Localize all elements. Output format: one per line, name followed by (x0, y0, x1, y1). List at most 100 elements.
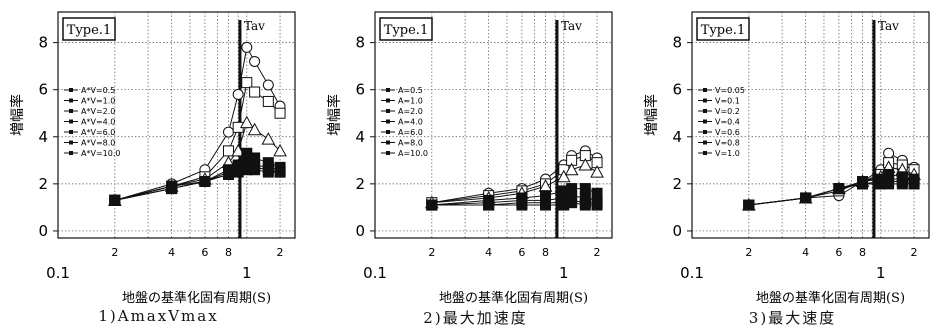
chart-1-legend-label: A*V=10.0 (81, 149, 120, 158)
chart-1-type-label: Type.1 (67, 23, 111, 38)
chart-2-plot-frame (374, 11, 613, 239)
chart-2-series-4-point (579, 183, 591, 195)
chart-3-series-7-point (908, 178, 920, 190)
chart-1-series-3-point (273, 143, 287, 157)
chart-1-legend-label: A*V=1.0 (81, 97, 115, 106)
chart-2-legend-label: A=1.0 (398, 97, 423, 106)
chart-3-y-axis-label: 増幅率 (643, 94, 660, 136)
chart-3-series-1-point (883, 147, 895, 159)
chart-2-legend-label: A=8.0 (398, 139, 423, 148)
chart-3-type-label: Type.1 (701, 23, 745, 38)
chart-3-legend-label: V=0.4 (715, 118, 740, 127)
chart-2-x-axis-label: 地盤の基準化固有周期(S) (439, 290, 588, 306)
chart-3-series-7-point (896, 178, 908, 190)
chart-2-legend-label: A=6.0 (398, 128, 423, 137)
chart-2-y-tick-label: 4 (355, 128, 365, 146)
chart-2-legend-label: A=2.0 (398, 107, 423, 116)
chart-1-x-axis-label: 地盤の基準化固有周期(S) (122, 290, 271, 306)
chart-panel-2: 2 4 6 8 2 0.1 1 0 2 4 6 8 増幅率 地盤の基準化固有周期(S) Tav Type.1 A… (317, 0, 634, 334)
chart-3-plot-frame (691, 11, 930, 239)
chart-3-y-tick-label: 4 (672, 128, 682, 146)
chart-2-series-3-point (578, 157, 593, 171)
chart-1-series-1-point (241, 41, 253, 53)
chart-3-y-tick-label: 0 (672, 222, 682, 240)
chart-3-x-minor-tick-label: 8 (859, 246, 866, 259)
chart-1-legend-label: A*V=8.0 (81, 139, 115, 148)
chart-3-x-minor-tick-label: 2 (911, 246, 918, 259)
chart-1-legend-label: A*V=2.0 (81, 107, 115, 116)
chart-1-series-1-point (262, 79, 274, 91)
chart-1-legend-label: A*V=6.0 (81, 128, 115, 137)
chart-2-type-label: Type.1 (384, 23, 428, 38)
chart-1-x-minor-tick-label: 6 (201, 246, 208, 259)
chart-3-legend-marker (703, 88, 707, 92)
chart-1-x-minor-tick-label: 2 (277, 246, 284, 259)
chart-2-caption: 2)最大加速度 (423, 309, 528, 327)
chart-1-y-tick-label: 2 (38, 175, 48, 193)
chart-3-legend-label: V=0.05 (715, 86, 745, 95)
chart-3-legend-label: V=0.6 (715, 128, 740, 137)
chart-2-type-box (379, 17, 433, 41)
chart-1-plot-frame (57, 11, 296, 239)
chart-1-series-1-point (223, 126, 235, 138)
chart-3-caption: 3)最大速度 (748, 309, 837, 327)
chart-1-legend-marker (69, 151, 73, 155)
chart-2-series-7-point (540, 199, 552, 211)
chart-3-legend-label: V=0.8 (715, 139, 740, 148)
chart-2-legend-marker (386, 109, 390, 113)
chart-3-y-tick-label: 6 (672, 81, 682, 99)
chart-3-x-major-tick-label: 1 (876, 264, 886, 282)
chart-panel-3: 2 4 6 8 2 0.1 1 0 2 4 6 8 増幅率 地盤の基準化固有周期(S) Tav Type.1 V… (634, 0, 951, 334)
chart-1-type-box (62, 17, 116, 41)
chart-3-y-tick-label: 2 (672, 175, 682, 193)
chart-2-series-7-point (591, 199, 603, 211)
chart-3-legend-marker (703, 109, 707, 113)
chart-2-legend-marker (386, 130, 390, 134)
chart-1-x-minor-tick-label: 8 (225, 246, 232, 259)
chart-3-legend-label: V=1.0 (715, 149, 740, 158)
chart-3-series-7-point (857, 178, 869, 190)
chart-3-legend-marker (703, 140, 707, 145)
chart-1-series-2-point (223, 145, 235, 157)
chart-2-y-tick-label: 6 (355, 81, 365, 99)
chart-1-legend-marker (69, 98, 73, 103)
chart-1-series-3-point (247, 122, 262, 136)
chart-3-x-major-tick-label: 0.1 (680, 264, 704, 282)
chart-1-y-tick-label: 4 (38, 128, 48, 146)
chart-3-legend-marker (703, 151, 707, 155)
chart-2-x-major-tick-label: 0.1 (363, 264, 387, 282)
chart-3-legend-label: V=0.1 (715, 97, 740, 106)
chart-1-caption: 1)AmaxVmax (98, 307, 219, 325)
chart-1-series-7-point (223, 168, 235, 180)
chart-2-x-major-tick-label: 1 (559, 264, 569, 282)
chart-2-legend-label: A=0.5 (398, 86, 423, 95)
chart-1-series-3-point (239, 115, 254, 129)
chart-1-x-major-tick-label: 0.1 (46, 264, 70, 282)
chart-1-series-1-point (232, 88, 244, 100)
chart-3-legend-marker (703, 130, 707, 134)
chart-1-series-2-point (274, 107, 286, 119)
chart-2-x-minor-tick-label: 6 (518, 246, 525, 259)
chart-2-series-7-point (579, 199, 591, 211)
chart-1-legend-marker (69, 130, 73, 134)
chart-2-y-axis-label: 増幅率 (326, 94, 343, 136)
chart-2-x-minor-tick-label: 2 (594, 246, 601, 259)
chart-3-legend-label: V=0.2 (715, 107, 740, 116)
chart-1-series-7-point (262, 166, 274, 178)
chart-2-x-minor-tick-label: 4 (485, 246, 492, 259)
chart-1-x-minor-tick-label: 2 (111, 246, 118, 259)
chart-2-legend-label: A=4.0 (398, 118, 423, 127)
chart-3-series-7-point (800, 192, 812, 204)
chart-2-y-tick-label: 0 (355, 222, 365, 240)
chart-2-legend-marker (386, 88, 390, 92)
chart-1-series-7-point (166, 183, 178, 195)
chart-2-y-tick-label: 8 (355, 34, 365, 52)
chart-2-legend-marker (386, 119, 390, 124)
chart-1-legend-marker (69, 109, 73, 113)
chart-3-x-minor-tick-label: 4 (802, 246, 809, 259)
chart-1-y-tick-label: 6 (38, 81, 48, 99)
chart-2-x-minor-tick-label: 2 (428, 246, 435, 259)
